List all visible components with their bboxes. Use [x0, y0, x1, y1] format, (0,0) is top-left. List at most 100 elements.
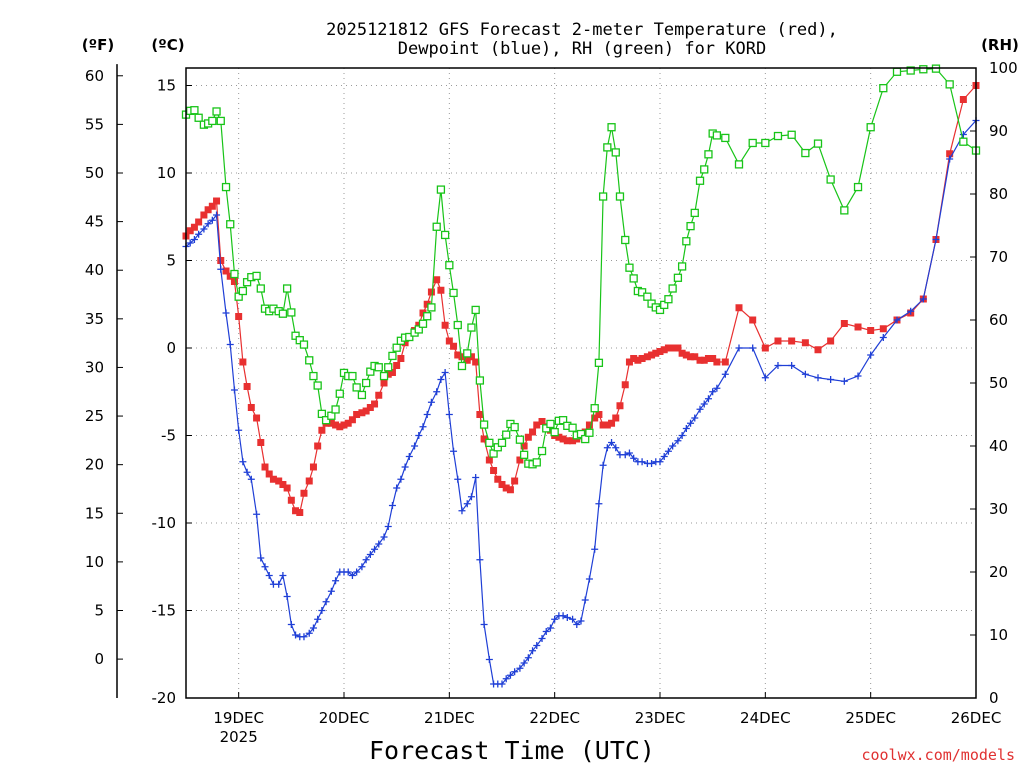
dewpoint-point: [585, 575, 593, 583]
dewpoint-point: [222, 309, 230, 317]
relative-humidity-point: [546, 419, 555, 429]
temperature-point: [691, 353, 699, 361]
dewpoint-line: [185, 120, 977, 685]
dewpoint-point: [511, 668, 519, 676]
relative-humidity-point: [695, 176, 705, 185]
relative-humidity-point: [853, 182, 863, 192]
relative-humidity-point: [493, 443, 502, 452]
relative-humidity-point: [550, 427, 559, 437]
celsius-tick-label: 15: [157, 77, 176, 95]
relative-humidity-point: [313, 381, 322, 390]
temperature-point: [563, 437, 571, 445]
temperature-point: [827, 337, 835, 345]
relative-humidity-point: [615, 192, 625, 201]
temperature-point: [585, 421, 593, 429]
dewpoint-point: [669, 442, 677, 450]
relative-humidity-point: [801, 148, 810, 158]
dewpoint-point: [195, 230, 203, 238]
relative-humidity-point: [230, 269, 239, 279]
temperature-point: [283, 484, 291, 492]
temperature-point: [814, 346, 822, 354]
relative-humidity-point: [471, 305, 480, 315]
temperature-point: [788, 337, 796, 345]
dewpoint-point: [253, 510, 261, 518]
relative-humidity-point: [919, 65, 928, 74]
dewpoint-point: [498, 680, 506, 688]
dewpoint-point: [700, 400, 708, 408]
dewpoint-point: [433, 388, 441, 396]
rh-tick-label: 70: [989, 248, 1008, 266]
relative-humidity-point: [621, 235, 630, 245]
temperature-point: [200, 211, 208, 219]
relative-humidity-point: [278, 309, 288, 318]
relative-humidity-point: [194, 113, 203, 122]
dewpoint-point: [463, 500, 471, 508]
temperature-point: [494, 475, 502, 483]
relative-humidity-point: [598, 192, 608, 201]
x-tick-label: 23DEC: [635, 709, 686, 727]
temperature-line: [185, 85, 977, 514]
relative-humidity-point: [637, 288, 647, 297]
credit-label: coolwx.com/models: [861, 746, 1015, 764]
dewpoint-point: [603, 444, 611, 452]
relative-humidity-point: [327, 411, 336, 420]
temperature-point: [257, 439, 265, 446]
temperature-point: [498, 481, 506, 488]
dewpoint-point: [749, 344, 757, 352]
relative-humidity-point: [673, 273, 683, 282]
dewpoint-point: [348, 572, 356, 579]
fahrenheit-tick-label: 60: [85, 67, 104, 85]
temperature-point: [269, 475, 277, 483]
temperature-point: [362, 407, 370, 415]
dewpoint-point: [353, 568, 361, 576]
temperature-point: [630, 355, 638, 362]
temperature-point: [309, 463, 317, 471]
x-tick-label: 20DEC: [319, 709, 370, 727]
temperature-point: [243, 383, 251, 390]
celsius-tick-label: -10: [152, 514, 177, 532]
temperature-point: [529, 428, 537, 436]
temperature-point: [384, 370, 392, 378]
dewpoint-point: [678, 432, 686, 439]
temperature-point: [643, 353, 651, 361]
relative-humidity-point: [700, 165, 709, 174]
dewpoint-point: [235, 426, 243, 434]
dewpoint-point: [520, 659, 528, 667]
chart-title-line-1: 2025121812 GFS Forecast 2-meter Temperat…: [326, 20, 838, 40]
dewpoint-point: [388, 502, 396, 509]
temperature-point: [239, 358, 247, 366]
temperature-point: [265, 470, 273, 478]
dewpoint-point: [577, 617, 585, 625]
dewpoint-point: [287, 621, 295, 628]
temperature-point: [427, 288, 435, 296]
temperature-point: [213, 197, 221, 205]
relative-humidity-point: [361, 378, 371, 388]
dewpoint-point: [305, 629, 313, 637]
dewpoint-point: [660, 453, 668, 460]
temperature-point: [801, 339, 809, 347]
dewpoint-point: [704, 395, 712, 403]
relative-humidity-point: [840, 206, 849, 215]
dewpoint-point: [569, 615, 577, 623]
relative-humidity-point: [892, 67, 902, 76]
temperature-point: [340, 421, 348, 429]
temperature-point: [595, 411, 603, 418]
temperature-point: [879, 325, 887, 333]
relative-humidity-point: [445, 261, 454, 270]
relative-humidity-point: [234, 292, 243, 301]
dewpoint-point: [467, 493, 475, 501]
dewpoint-point: [735, 344, 743, 352]
temperature-point: [366, 404, 374, 411]
fahrenheit-tick-label: 40: [85, 261, 104, 279]
fahrenheit-tick-label: 0: [94, 650, 104, 668]
dewpoint-point: [314, 615, 322, 623]
temperature-point: [959, 96, 967, 103]
dewpoint-point: [691, 414, 699, 422]
temperature-point: [480, 435, 488, 443]
temperature-point: [709, 355, 717, 362]
temperature-point: [300, 489, 308, 497]
fahrenheit-tick-label: 45: [85, 213, 104, 231]
temperature-point: [393, 362, 401, 369]
temperature-point: [186, 227, 194, 235]
relative-humidity-point: [208, 116, 217, 126]
